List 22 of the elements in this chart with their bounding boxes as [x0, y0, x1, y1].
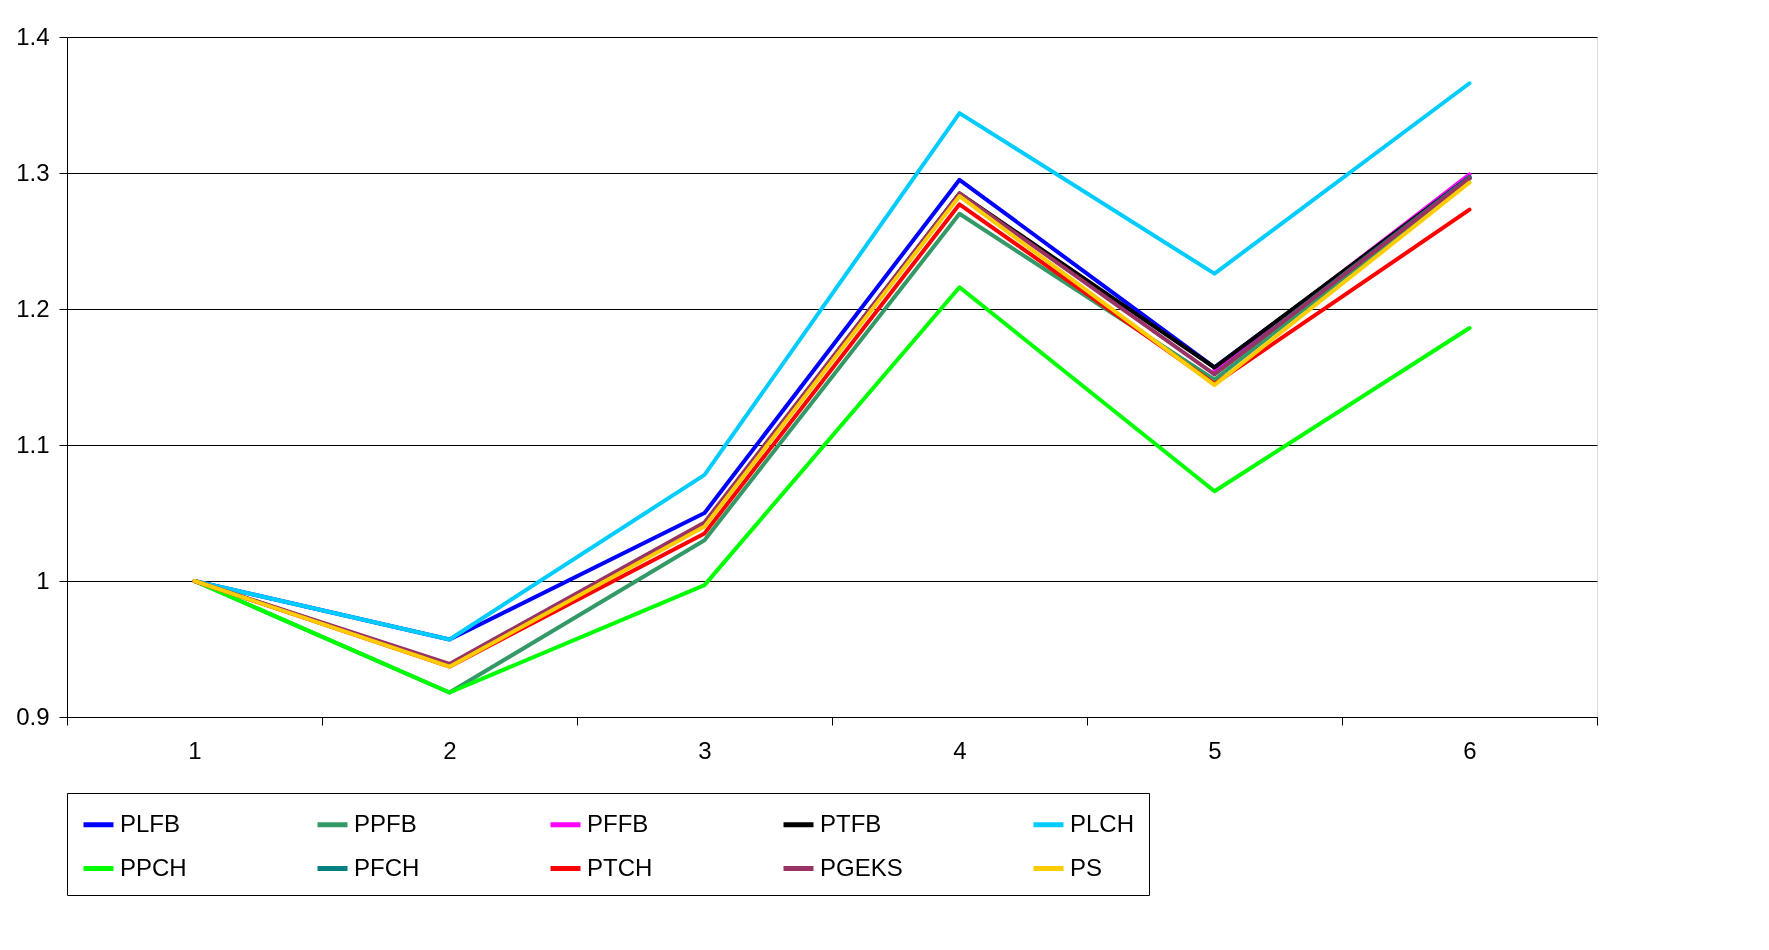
legend-label: PLCH	[1070, 809, 1135, 837]
y-tick-label: 1.1	[16, 430, 50, 458]
legend-label: PFCH	[354, 853, 420, 881]
legend-label: PFFB	[587, 809, 649, 837]
legend-label: PPCH	[120, 853, 187, 881]
x-tick-label: 6	[1463, 736, 1477, 764]
x-tick-label: 1	[188, 736, 202, 764]
x-tick-label: 3	[698, 736, 712, 764]
y-tick-label: 1.3	[16, 158, 50, 186]
y-tick-label: 1.2	[16, 294, 50, 322]
legend-label: PS	[1070, 853, 1103, 881]
y-tick-label: 1.4	[16, 22, 50, 50]
x-tick-label: 5	[1208, 736, 1222, 764]
legend-label: PLFB	[120, 809, 181, 837]
y-tick-label: 0.9	[16, 702, 50, 730]
legend-label: PTFB	[820, 809, 882, 837]
y-tick-label: 1	[36, 566, 50, 594]
x-tick-label: 4	[953, 736, 967, 764]
legend-label: PGEKS	[820, 853, 903, 881]
legend-label: PPFB	[354, 809, 417, 837]
legend-label: PTCH	[587, 853, 653, 881]
x-tick-label: 2	[443, 736, 457, 764]
